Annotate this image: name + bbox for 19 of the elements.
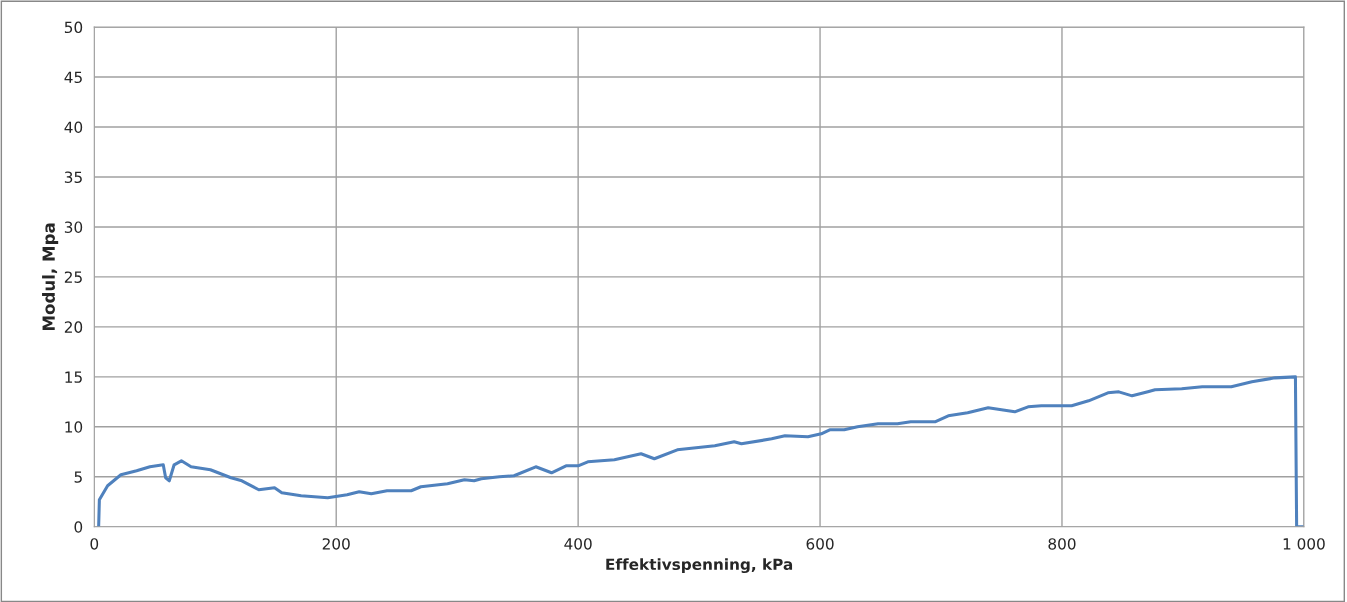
x-tick-label: 800 [1048, 538, 1076, 550]
y-tick-label: 45 [64, 71, 82, 84]
y-tick-label: 15 [65, 371, 82, 383]
y-tick-label: 25 [64, 271, 82, 283]
x-tick-label: 600 [806, 538, 834, 550]
y-tick-label: 35 [64, 171, 82, 184]
y-tick-label: 5 [74, 471, 82, 483]
x-tick-label: 0 [90, 538, 99, 550]
y-tick-label: 30 [64, 221, 83, 233]
y-tick-label: 20 [64, 321, 83, 333]
x-axis-title: Effektivspenning, kPa [606, 558, 793, 574]
y-tick-label: 10 [65, 421, 83, 433]
x-tick-label: 1 000 [1283, 538, 1325, 550]
y-tick-label: 40 [64, 121, 83, 134]
x-tick-label: 200 [322, 538, 350, 550]
y-tick-label: 0 [74, 521, 83, 533]
y-tick-label: 50 [64, 21, 83, 34]
x-tick-label: 400 [564, 538, 592, 550]
y-axis-title: Modul, Mpa [42, 223, 59, 331]
